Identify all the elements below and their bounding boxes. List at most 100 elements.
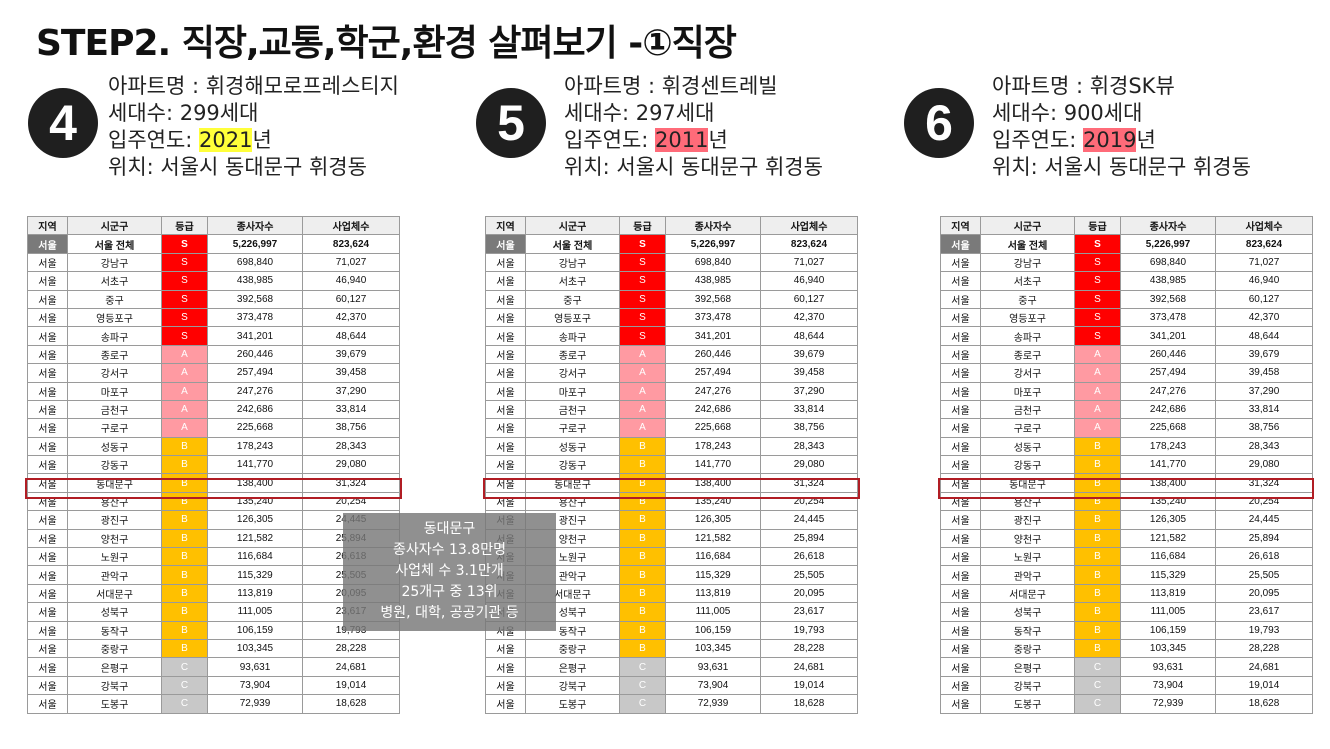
grade-cell: B [1074, 583, 1121, 604]
employees-cell: 257,494 [665, 363, 761, 383]
businesses-cell: 38,756 [302, 418, 400, 438]
employees-cell: 72,939 [1120, 694, 1216, 714]
table-row: 서울 성동구 B 178,243 28,343 [940, 436, 1313, 457]
table-row: 서울 종로구 A 260,446 39,679 [27, 344, 400, 365]
table-row: 서울 강서구 A 257,494 39,458 [940, 363, 1313, 383]
employees-cell: 106,159 [207, 620, 303, 640]
employment-table-1: 지역 시군구 등급 종사자수 사업체수 서울 서울 전체 S 5,226,997 823,624… [27, 215, 400, 714]
employees-cell: 247,276 [1120, 381, 1216, 401]
employees-cell: 103,345 [1120, 638, 1216, 659]
grade-cell: B [161, 436, 208, 457]
table-row: 서울 도봉구 C 72,939 18,628 [485, 694, 858, 714]
district-cell: 은평구 [67, 657, 162, 677]
region-cell: 서울 [485, 436, 526, 457]
region-cell: 서울 [27, 455, 68, 475]
table-row: 서울 도봉구 C 72,939 18,628 [27, 694, 400, 714]
district-cell: 강북구 [980, 675, 1075, 696]
district-cell: 구로구 [980, 418, 1075, 438]
table-row: 서울 강남구 S 698,840 71,027 [27, 252, 400, 273]
grade-cell: B [161, 510, 208, 530]
column-header: 지역 [940, 215, 981, 236]
region-cell: 서울 [940, 344, 981, 365]
table-row: 서울 중구 S 392,568 60,127 [485, 289, 858, 309]
table-row: 서울 강서구 A 257,494 39,458 [485, 363, 858, 383]
employees-cell: 260,446 [207, 344, 303, 365]
businesses-cell: 19,793 [1215, 620, 1313, 640]
businesses-cell: 28,228 [760, 638, 858, 659]
region-cell: 서울 [485, 399, 526, 420]
region-cell: 서울 [940, 657, 981, 677]
grade-cell: S [619, 289, 666, 309]
employees-cell: 257,494 [1120, 363, 1216, 383]
district-cell: 성동구 [980, 436, 1075, 457]
grade-cell: B [619, 565, 666, 585]
employees-cell: 178,243 [1120, 436, 1216, 457]
district-cell: 은평구 [525, 657, 620, 677]
grade-cell: B [1074, 638, 1121, 659]
grade-cell: S [161, 234, 208, 254]
column-header: 시군구 [525, 215, 620, 236]
region-cell: 서울 [940, 675, 981, 696]
businesses-cell: 71,027 [760, 252, 858, 273]
table-body: 서울 서울 전체 S 5,226,997 823,624 서울 강남구 S 698,840 71,… [27, 234, 400, 714]
grade-cell: A [619, 399, 666, 420]
grade-cell: B [161, 620, 208, 640]
district-cell: 중구 [525, 289, 620, 309]
table-row: 서울 강북구 C 73,904 19,014 [940, 675, 1313, 696]
employees-cell: 116,684 [207, 547, 303, 567]
region-cell: 서울 [485, 381, 526, 401]
region-cell: 서울 [940, 289, 981, 309]
businesses-cell: 39,679 [1215, 344, 1313, 365]
businesses-cell: 24,681 [760, 657, 858, 677]
district-cell: 강동구 [525, 455, 620, 475]
grade-cell: A [161, 381, 208, 401]
apartment-name: 아파트명 : 휘경SK뷰 [992, 74, 1175, 98]
employees-cell: 392,568 [207, 289, 303, 309]
region-cell: 서울 [485, 252, 526, 273]
household-count: 세대수: 297세대 [564, 101, 715, 125]
region-cell: 서울 [27, 271, 68, 291]
grade-cell: B [161, 602, 208, 622]
household-count: 세대수: 299세대 [108, 101, 259, 125]
businesses-cell: 48,644 [760, 326, 858, 346]
column-header: 지역 [485, 215, 526, 236]
column-header: 등급 [619, 215, 666, 236]
employees-cell: 73,904 [1120, 675, 1216, 696]
employees-cell: 113,819 [207, 583, 303, 604]
grade-cell: S [619, 307, 666, 328]
district-cell: 금천구 [525, 399, 620, 420]
region-cell: 서울 [485, 657, 526, 677]
employees-cell: 111,005 [207, 602, 303, 622]
grade-cell: A [1074, 363, 1121, 383]
column-header: 종사자수 [1120, 215, 1216, 236]
region-cell: 서울 [940, 418, 981, 438]
region-cell: 서울 [27, 620, 68, 640]
employees-cell: 242,686 [207, 399, 303, 420]
employees-cell: 341,201 [665, 326, 761, 346]
district-cell: 서울 전체 [525, 234, 620, 254]
district-cell: 영등포구 [525, 307, 620, 328]
region-cell: 서울 [940, 381, 981, 401]
region-cell: 서울 [27, 602, 68, 622]
table-row: 서울 용산구 B 135,240 20,254 [940, 491, 1313, 512]
employees-cell: 115,329 [207, 565, 303, 585]
column-header: 사업체수 [302, 215, 400, 236]
businesses-cell: 20,095 [760, 583, 858, 604]
region-cell: 서울 [485, 326, 526, 346]
grade-cell: S [619, 326, 666, 346]
employees-cell: 341,201 [1120, 326, 1216, 346]
businesses-cell: 26,618 [760, 547, 858, 567]
district-cell: 성북구 [980, 602, 1075, 622]
dongdaemun-row-highlight [25, 478, 402, 499]
district-cell: 강남구 [67, 252, 162, 273]
employees-cell: 73,904 [207, 675, 303, 696]
table-row: 서울 강북구 C 73,904 19,014 [27, 675, 400, 696]
businesses-cell: 23,617 [1215, 602, 1313, 622]
businesses-cell: 42,370 [302, 307, 400, 328]
move-in-year: 입주연도: 2019년 [992, 128, 1156, 152]
table-row: 서울 종로구 A 260,446 39,679 [485, 344, 858, 365]
